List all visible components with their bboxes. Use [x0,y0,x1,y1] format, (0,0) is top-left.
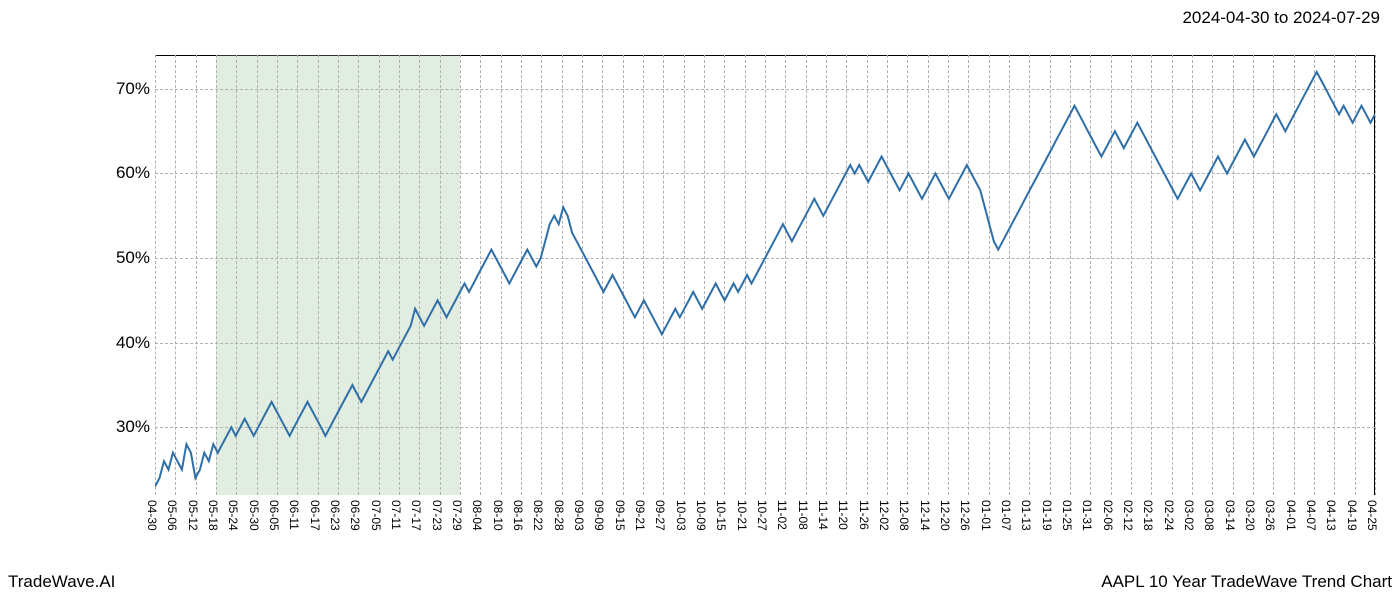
xtick-label: 07-05 [369,500,383,531]
xtick-label: 12-26 [958,500,972,531]
xtick-label: 10-15 [714,500,728,531]
xtick-label: 11-08 [796,500,810,530]
ytick-label: 40% [90,333,150,353]
xtick-label: 12-08 [897,500,911,531]
xtick-label: 07-29 [450,500,464,531]
xtick-label: 11-20 [836,500,850,530]
xtick-label: 06-11 [287,500,301,530]
xtick-label: 06-29 [348,500,362,531]
xtick-label: 04-07 [1304,500,1318,531]
xtick-label: 11-02 [775,500,789,530]
xtick-label: 09-03 [572,500,586,531]
ytick-label: 50% [90,248,150,268]
xtick-label: 07-11 [389,500,403,530]
xtick-label: 03-26 [1263,500,1277,531]
xtick-label: 06-05 [267,500,281,531]
xtick-label: 08-28 [552,500,566,531]
grid-v [1375,55,1376,495]
line-chart-svg [155,55,1375,495]
xtick-label: 02-24 [1162,500,1176,531]
trend-line [155,72,1375,487]
xtick-label: 10-03 [674,500,688,531]
date-range-label: 2024-04-30 to 2024-07-29 [1182,8,1380,28]
xtick-label: 08-04 [470,500,484,531]
xtick-label: 07-17 [409,500,423,531]
xtick-label: 01-07 [999,500,1013,531]
xtick-label: 12-20 [938,500,952,531]
xtick-label: 03-02 [1182,500,1196,531]
ytick-label: 70% [90,79,150,99]
xtick-label: 06-23 [328,500,342,531]
xtick-label: 08-22 [531,500,545,531]
xtick-label: 05-30 [247,500,261,531]
xtick-label: 01-01 [979,500,993,531]
chart-plot-area [155,55,1375,495]
xtick-label: 04-19 [1345,500,1359,531]
brand-label: TradeWave.AI [8,572,115,592]
ytick-label: 60% [90,163,150,183]
xtick-label: 05-24 [226,500,240,531]
xtick-label: 10-21 [735,500,749,531]
xtick-label: 07-23 [430,500,444,531]
xtick-label: 04-01 [1284,500,1298,531]
xtick-label: 04-13 [1324,500,1338,531]
xtick-label: 05-18 [206,500,220,531]
xtick-label: 02-06 [1101,500,1115,531]
xtick-label: 01-31 [1080,500,1094,531]
xtick-label: 09-15 [613,500,627,531]
xtick-label: 01-13 [1019,500,1033,531]
xtick-label: 03-14 [1223,500,1237,531]
xtick-label: 02-18 [1141,500,1155,531]
xtick-label: 04-25 [1365,500,1379,531]
xtick-label: 01-25 [1060,500,1074,531]
xtick-label: 05-12 [186,500,200,531]
xtick-label: 09-27 [653,500,667,531]
xtick-label: 03-20 [1243,500,1257,531]
xtick-label: 11-14 [816,500,830,530]
xtick-label: 12-14 [918,500,932,531]
xtick-label: 03-08 [1202,500,1216,531]
chart-title: AAPL 10 Year TradeWave Trend Chart [1101,572,1392,592]
xtick-label: 06-17 [308,500,322,531]
xtick-label: 10-27 [755,500,769,531]
xtick-label: 12-02 [877,500,891,531]
xtick-label: 01-19 [1040,500,1054,531]
xtick-label: 09-09 [592,500,606,531]
xtick-label: 08-10 [491,500,505,531]
xtick-label: 09-21 [633,500,647,531]
ytick-label: 30% [90,417,150,437]
xtick-label: 05-06 [165,500,179,531]
xtick-label: 04-30 [145,500,159,531]
xtick-label: 10-09 [694,500,708,531]
xtick-label: 11-26 [857,500,871,530]
xtick-label: 02-12 [1121,500,1135,531]
xtick-label: 08-16 [511,500,525,531]
